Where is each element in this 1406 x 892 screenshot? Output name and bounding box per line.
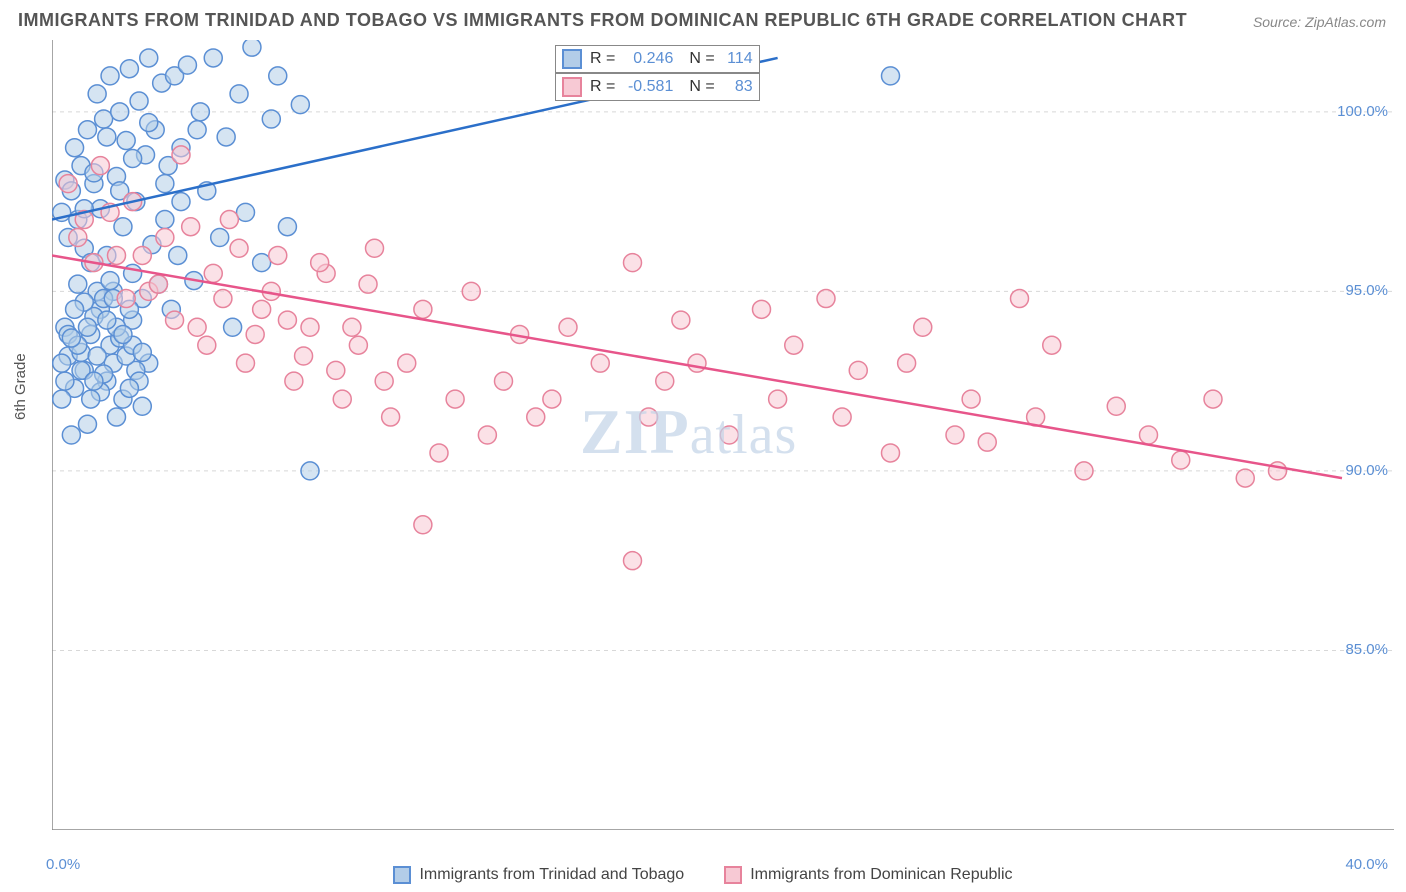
legend-swatch-icon	[562, 49, 582, 69]
legend-swatch-icon	[724, 866, 742, 884]
legend-swatch-icon	[393, 866, 411, 884]
y-axis-tick-label: 100.0%	[1337, 103, 1388, 120]
n-value: 114	[723, 50, 753, 68]
legend-item: Immigrants from Dominican Republic	[724, 866, 1012, 884]
y-axis-tick-label: 95.0%	[1345, 282, 1388, 299]
y-axis-tick-label: 85.0%	[1345, 641, 1388, 658]
r-value: 0.246	[623, 50, 673, 68]
legend-swatch-icon	[562, 77, 582, 97]
r-value: -0.581	[623, 78, 673, 96]
correlation-stat-box: R = 0.246 N = 114	[555, 45, 760, 73]
y-axis-tick-label: 90.0%	[1345, 462, 1388, 479]
bottom-legend: Immigrants from Trinidad and Tobago Immig…	[0, 866, 1406, 884]
legend-item: Immigrants from Trinidad and Tobago	[393, 866, 684, 884]
scatter-chart	[52, 40, 1394, 830]
r-label: R =	[590, 78, 615, 96]
legend-label: Immigrants from Dominican Republic	[750, 866, 1012, 884]
chart-title: IMMIGRANTS FROM TRINIDAD AND TOBAGO VS I…	[18, 10, 1187, 31]
n-label: N =	[689, 78, 714, 96]
y-axis-label: 6th Grade	[12, 353, 29, 420]
plot-container	[52, 40, 1394, 830]
legend-label: Immigrants from Trinidad and Tobago	[419, 866, 684, 884]
correlation-stat-box: R = -0.581 N = 83	[555, 73, 760, 101]
n-value: 83	[723, 78, 753, 96]
n-label: N =	[689, 50, 714, 68]
r-label: R =	[590, 50, 615, 68]
source-attribution: Source: ZipAtlas.com	[1253, 14, 1386, 30]
